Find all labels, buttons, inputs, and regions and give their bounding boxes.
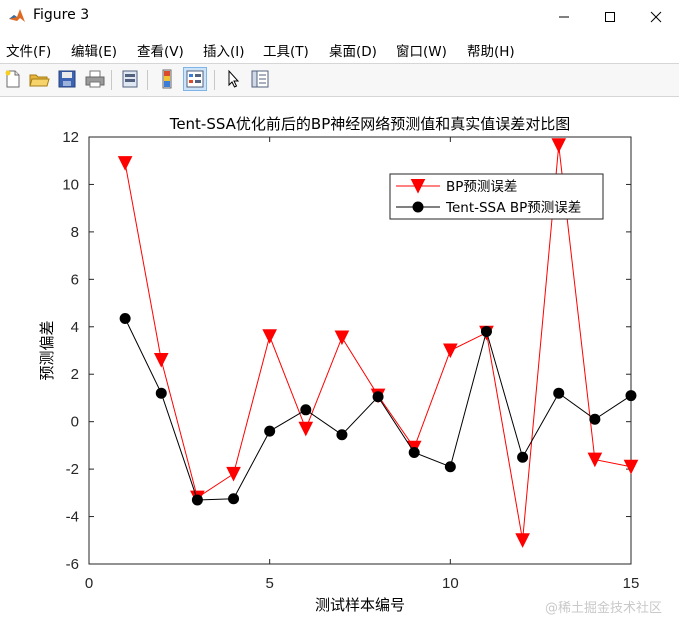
maximize-button[interactable] <box>587 0 633 34</box>
print-icon <box>85 70 105 88</box>
tent-ssa-bp-error-point <box>517 451 529 463</box>
link-plot-button[interactable] <box>119 68 141 90</box>
matlab-logo-icon <box>8 7 26 25</box>
tent-ssa-bp-error-point <box>444 461 456 473</box>
bp-error-point <box>623 459 639 475</box>
save-button[interactable] <box>56 68 78 90</box>
tent-ssa-bp-error-point <box>408 447 420 459</box>
close-icon <box>650 11 662 23</box>
colorbar-button[interactable] <box>156 68 178 90</box>
bp-error-point <box>334 330 350 346</box>
maximize-icon <box>605 12 615 22</box>
bp-error-point <box>226 466 241 482</box>
legend-label: BP预测误差 <box>446 179 517 195</box>
figure-toolbar <box>0 63 679 97</box>
menu-tools[interactable]: 工具(T) <box>263 44 309 60</box>
open-folder-icon <box>29 74 50 87</box>
watermark: @稀土掘金技术社区 <box>545 601 663 616</box>
new-file-button[interactable] <box>2 68 24 90</box>
property-editor-button[interactable] <box>249 68 271 90</box>
tent-ssa-bp-error-point <box>228 493 240 505</box>
menu-view[interactable]: 查看(V) <box>137 44 184 60</box>
tent-ssa-bp-error-point <box>625 390 637 402</box>
tent-ssa-bp-error-point <box>589 413 601 425</box>
tent-ssa-bp-error-point <box>372 391 384 403</box>
bp-error-point <box>515 533 530 548</box>
legend-button[interactable] <box>183 67 207 91</box>
x-tick-label: 0 <box>85 575 93 592</box>
legend-icon <box>186 70 204 88</box>
menu-window[interactable]: 窗口(W) <box>396 44 447 60</box>
menu-bar: 文件(F) 编辑(E) 查看(V) 插入(I) 工具(T) 桌面(D) 窗口(W… <box>0 36 679 60</box>
y-tick-label: -2 <box>66 461 79 478</box>
y-axis-label: 预测偏差 <box>38 320 56 380</box>
menu-file[interactable]: 文件(F) <box>6 44 52 60</box>
tent-ssa-bp-error-point <box>155 387 167 399</box>
y-tick-label: 0 <box>71 414 79 431</box>
open-folder-button[interactable] <box>28 68 50 90</box>
save-icon <box>58 70 76 88</box>
chart-title: Tent-SSA优化前后的BP神经网络预测值和真实值误差对比图 <box>169 115 571 133</box>
new-file-icon <box>5 70 20 88</box>
y-tick-label: 8 <box>71 224 79 241</box>
bp-error-point <box>117 156 133 171</box>
legend-label: Tent-SSA BP预测误差 <box>445 200 581 216</box>
x-axis-label: 测试样本编号 <box>315 596 405 614</box>
menu-insert[interactable]: 插入(I) <box>203 44 245 60</box>
toolbar-separator <box>147 70 148 90</box>
legend-box <box>389 173 604 220</box>
pointer-icon <box>228 69 240 88</box>
y-tick-label: 4 <box>71 319 79 336</box>
minimize-icon <box>559 16 569 18</box>
figure-canvas[interactable]: 0 5 10 15 -6 -4 -2 0 2 4 6 8 10 12 Tent-SSA优化前后的BP神经网络… <box>0 97 679 619</box>
y-tick-label: 2 <box>71 366 79 383</box>
window-title: Figure 3 <box>33 7 90 23</box>
y-tick-label: -6 <box>66 556 79 573</box>
y-tick-label: 6 <box>71 271 79 288</box>
y-tick-label: 12 <box>62 129 79 146</box>
tent-ssa-bp-error-point <box>553 387 565 399</box>
window-titlebar: Figure 3 <box>0 0 679 34</box>
tent-ssa-bp-error-point <box>264 425 276 437</box>
menu-help[interactable]: 帮助(H) <box>467 44 515 60</box>
link-plot-icon <box>122 70 138 88</box>
colorbar-icon <box>162 69 172 89</box>
x-tick-label: 10 <box>442 575 459 592</box>
bp-error-point <box>443 343 458 359</box>
toolbar-separator <box>214 70 215 90</box>
tent-ssa-bp-error-point <box>336 429 348 441</box>
tent-ssa-bp-error-point <box>191 494 203 506</box>
pointer-button[interactable] <box>222 68 244 90</box>
bp-error-point <box>551 138 567 153</box>
print-button[interactable] <box>84 68 106 90</box>
menu-desktop[interactable]: 桌面(D) <box>329 44 377 60</box>
bp-error-point <box>298 421 314 437</box>
bp-error-point <box>153 352 169 368</box>
legend-marker <box>412 201 424 213</box>
y-tick-label: -4 <box>66 509 79 526</box>
close-button[interactable] <box>633 0 679 34</box>
property-editor-icon <box>251 70 269 88</box>
tent-ssa-bp-error-point <box>300 404 312 416</box>
tent-ssa-bp-error-point <box>119 312 131 324</box>
chart: 0 5 10 15 -6 -4 -2 0 2 4 6 8 10 12 Tent-SSA优化前后的BP神经网络… <box>38 115 640 614</box>
y-tick-label: 10 <box>62 176 79 193</box>
bp-error-point <box>262 329 277 344</box>
menu-edit[interactable]: 编辑(E) <box>71 44 118 60</box>
x-tick-label: 5 <box>265 575 273 592</box>
toolbar-separator <box>111 70 112 90</box>
legend-marker <box>410 179 426 194</box>
bp-error-point <box>587 452 603 468</box>
tent-ssa-bp-error-point <box>480 326 492 338</box>
x-tick-label: 15 <box>623 575 640 592</box>
minimize-button[interactable] <box>541 0 587 34</box>
